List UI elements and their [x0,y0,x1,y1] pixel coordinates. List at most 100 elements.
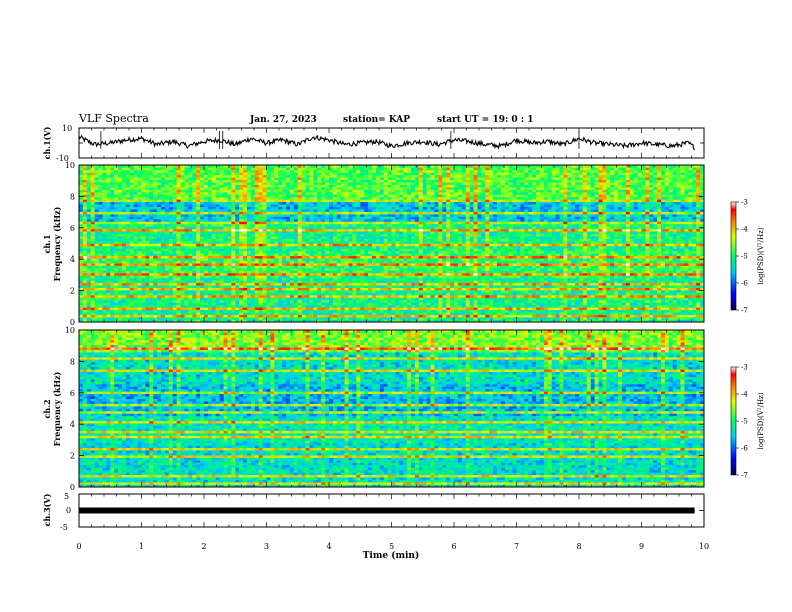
ch1-spectrogram-cell [86,258,92,261]
ch1-spectrogram-cell [614,265,619,269]
ch1-spectrogram-cell [258,297,263,301]
ch1-spectrogram-cell [243,277,248,281]
ch1-spectrogram-cell [79,285,84,288]
ch1-spectrogram-cell [121,263,127,266]
ch1-spectrogram-cell [215,260,220,264]
ch1-spectrogram-cell [274,258,279,261]
ch1-spectrogram-cell [161,312,166,315]
ch1-spectrogram-cell [692,292,697,296]
ch1-spectrogram-cell [680,285,685,288]
ch1-spectrogram-cell [586,282,592,286]
ch1-spectrogram-cell [547,277,552,281]
ch1-spectrogram-cell [149,317,154,320]
start-time-label: start UT = 19: 0 : 1 [437,115,534,125]
ch1-spectrogram-cell [293,309,299,313]
ch1-spectrogram-cell [602,260,607,264]
ch1-spectrogram-cell [336,299,342,303]
ch1-spectrogram-cell [161,265,166,269]
ch1-spectrogram-cell [161,314,166,318]
ch1-spectrogram-cell [629,299,634,303]
ch1-spectrogram-cell [262,275,267,279]
ch1-spectrogram-cell [399,295,404,298]
ch1-spectrogram-cell [602,282,607,286]
ch1-spectrogram-cell [504,253,509,257]
ch1-spectrogram-cell [243,307,248,311]
ch1-spectrogram-cell [204,272,209,276]
ch1-spectrogram-cell [485,309,490,313]
ch1-spectrogram-cell [364,299,369,303]
ch1-spectrogram-cell [254,282,259,286]
ch1-spectrogram-cell [246,272,252,276]
ch1-spectrogram-cell [668,297,674,301]
ch1-spectrogram-cell [407,287,412,291]
ch1-spectrogram-cell [305,268,310,271]
ch1-spectrogram-cell [516,253,521,257]
ch1-spectrogram-cell [411,309,416,313]
ch1-spectrogram-cell [352,260,357,264]
ch1-spectrogram-cell [403,309,408,313]
ch1-spectrogram-cell [114,268,119,271]
ch1-spectrogram-cell [258,245,263,249]
ch1-spectrogram-cell [329,277,334,281]
ch1-spectrogram-cell [286,268,291,271]
ch1-spectrogram-cell [582,277,588,281]
ch1-spectrogram-cell [286,265,291,269]
ch1-spectrogram-cell [375,280,381,284]
ch1-spectrogram-cell [692,250,697,254]
ch1-spectrogram-cell [536,272,541,276]
ch1-spectrogram-cell [336,255,342,259]
ch1-spectrogram-cell [512,245,517,249]
ch1-spectrogram-cell [164,248,170,252]
ch1-spectrogram-cell [457,312,463,315]
ch1-spectrogram-cell [383,287,388,291]
ch1-spectrogram-cell [625,265,631,269]
ch1-spectrogram-cell [516,263,521,266]
ch1-spectrogram-cell [520,258,525,261]
ch1-spectrogram-cell [278,304,283,308]
ch1-spectrogram-cell [672,292,677,296]
ch1-spectrogram-cell [586,312,592,315]
ch1-spectrogram-cell [321,277,326,281]
ch1-spectrogram-cell [239,263,244,266]
ch1-spectrogram-cell [465,245,470,249]
ch1-spectrogram-cell [504,268,509,271]
ch1-spectrogram-cell [289,280,295,284]
ch1-spectrogram-cell [645,248,650,252]
ch1-spectrogram-cell [286,290,291,293]
ch1-spectrogram-cell [266,268,271,271]
ch1-spectrogram-cell [442,312,447,315]
ch1-spectrogram-cell [645,280,650,284]
ch1-spectrogram-cell [352,302,357,306]
ch1-spectrogram-cell [90,309,95,313]
ch1-spectrogram-cell [110,248,115,252]
ch1-spectrogram-cell [450,277,455,281]
ch1-spectrogram-cell [153,312,158,315]
ch1-spectrogram-cell [547,258,552,261]
ch1-spectrogram-cell [336,263,342,266]
ch1-spectrogram-cell [454,258,459,261]
ch1-spectrogram-cell [379,312,384,315]
ch1-spectrogram-cell [563,248,568,252]
ch1-spectrogram-cell [442,275,447,279]
ch1-spectrogram-cell [590,297,595,301]
ch1-spectrogram-cell [661,309,666,313]
ch1-spectrogram-cell [590,277,595,281]
ch1-spectrogram-cell [129,314,134,318]
ch1-spectrogram-cell [539,319,545,323]
ch1-spectrogram-cell [250,282,256,286]
ch1-spectrogram-cell [411,245,416,249]
ch1-spectrogram-cell [461,272,467,276]
ch1-spectrogram-cell [649,287,654,291]
ch1-spectrogram-cell [485,314,490,318]
ch1-spectrogram-cell [528,250,533,254]
ch1-spectrogram-cell [668,258,674,261]
ch1-spectrogram-cell [563,292,568,296]
ch1-spectrogram-cell [418,309,424,313]
ch1-spectrogram-cell [332,297,338,301]
ch1-spectrogram-cell [602,312,607,315]
ch1-spectrogram-cell [637,297,642,301]
ch1-spectrogram-cell [364,292,369,296]
ch1-spectrogram-cell [473,245,478,249]
ch1-spectrogram-cell [645,258,650,261]
ch1-spectrogram-cell [395,307,400,311]
